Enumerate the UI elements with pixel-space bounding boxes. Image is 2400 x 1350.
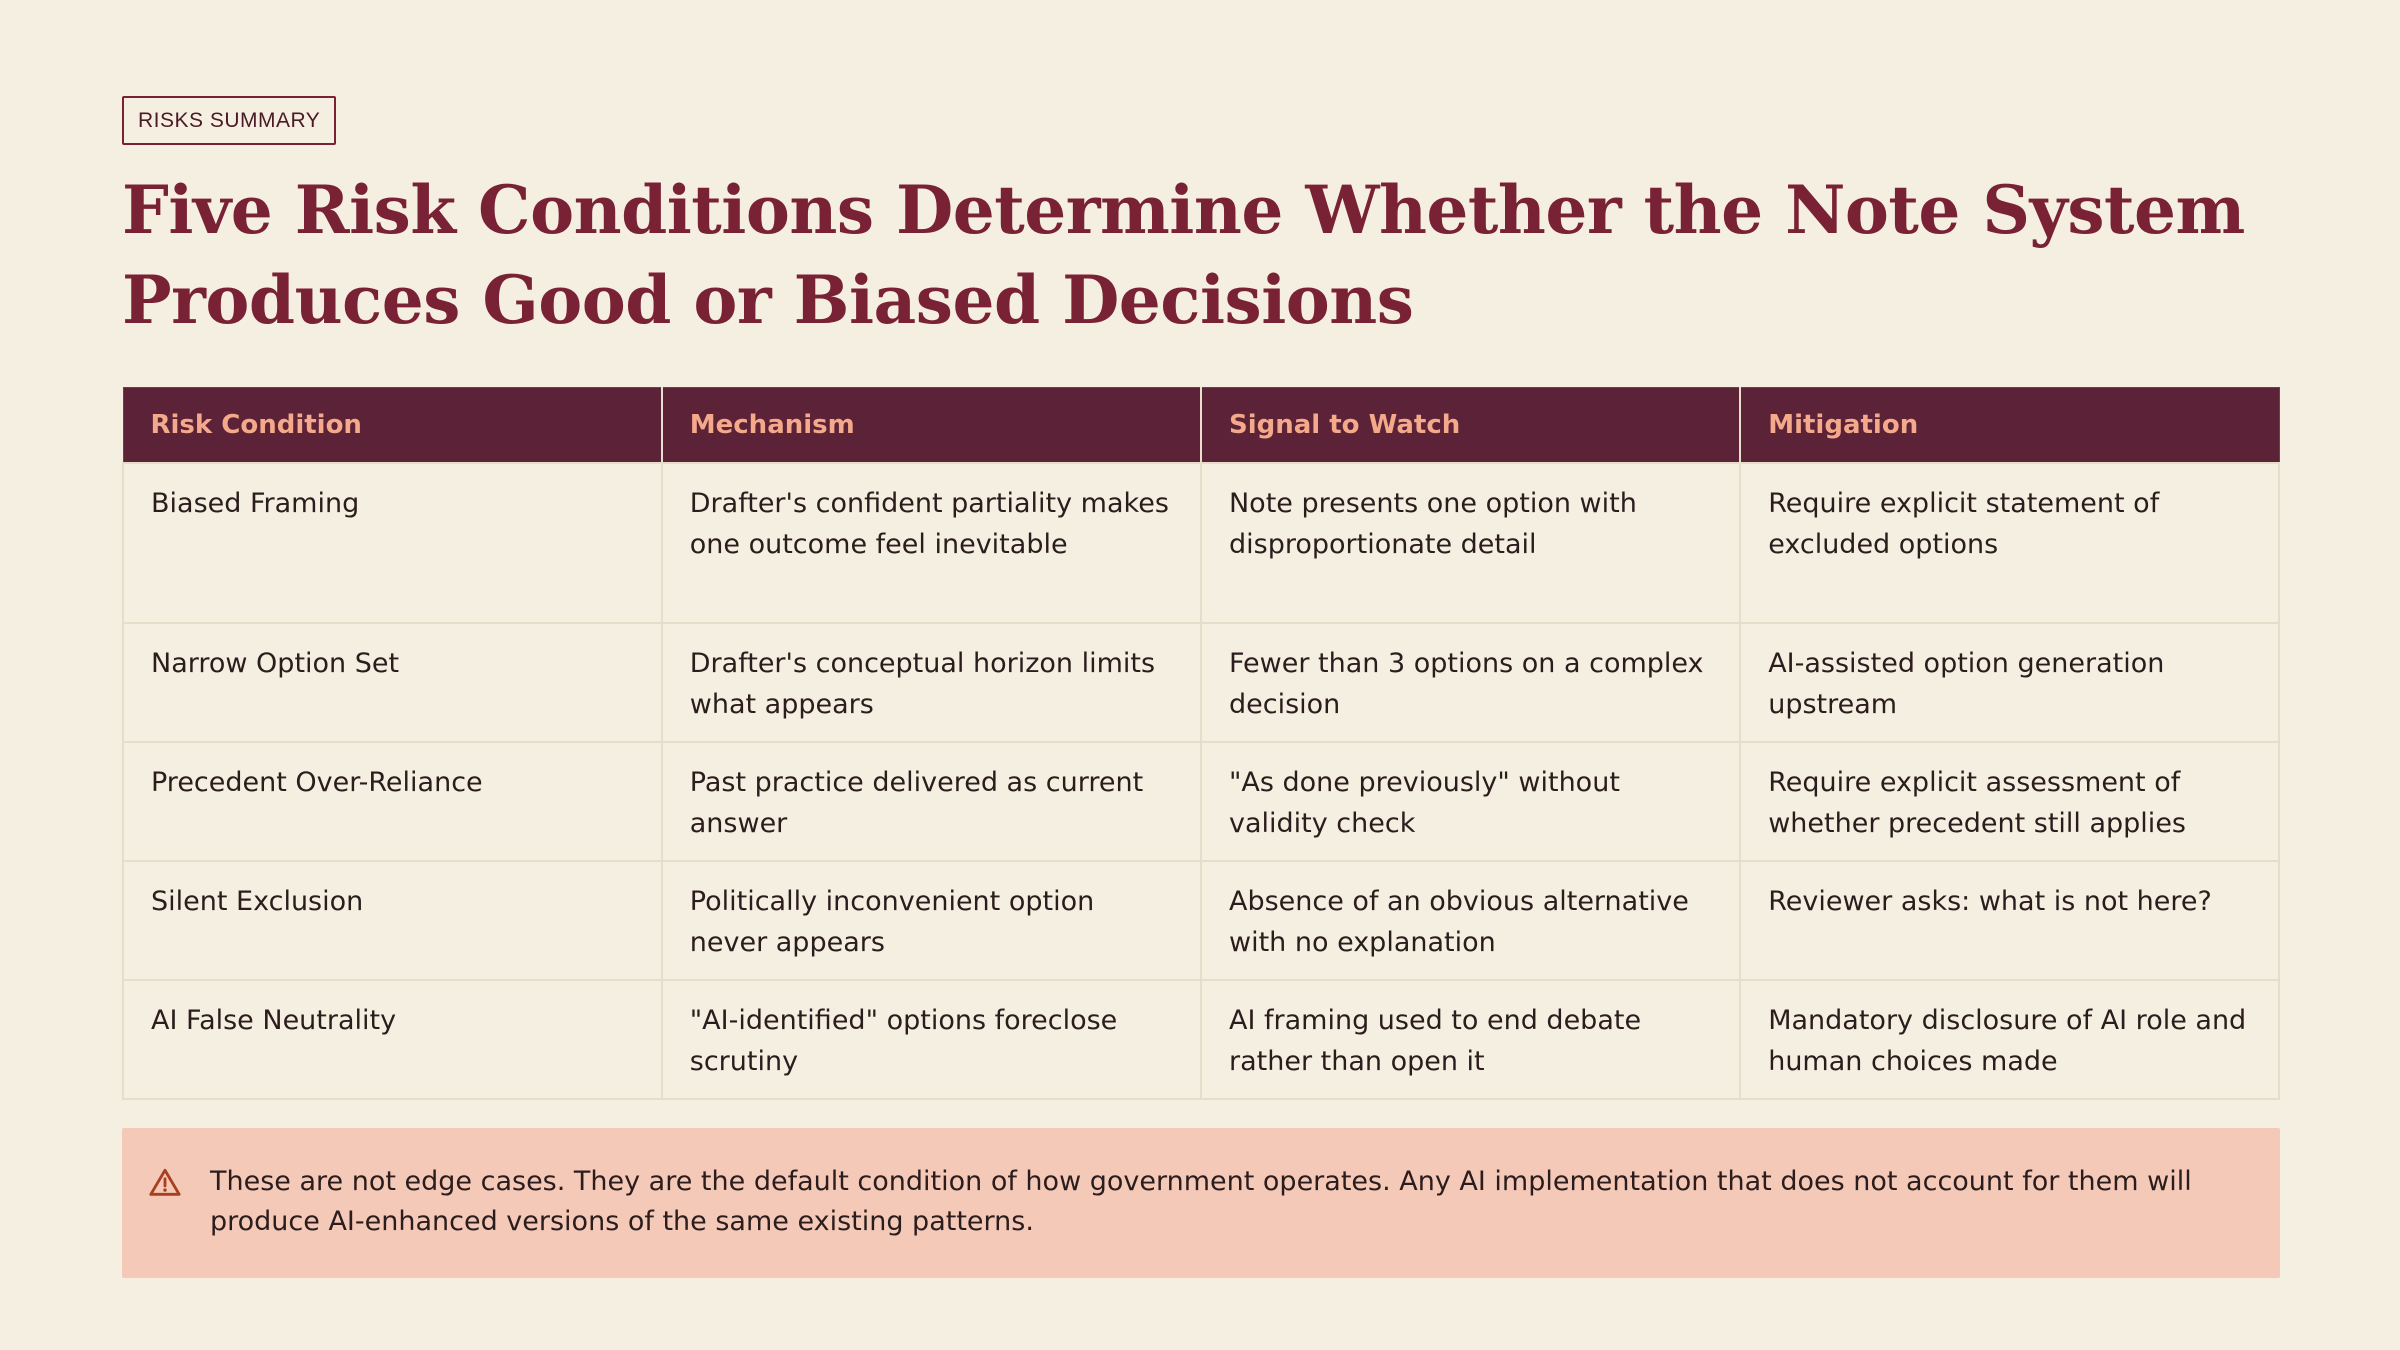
table-row: Silent Exclusion Politically inconvenien…	[122, 860, 2280, 981]
header-mechanism: Mechanism	[661, 387, 1202, 464]
header-risk-condition: Risk Condition	[122, 387, 663, 464]
cell-mitigation: Reviewer asks: what is not here?	[1739, 860, 2280, 981]
cell-mitigation: Require explicit statement of excluded o…	[1739, 462, 2280, 624]
warning-callout: These are not edge cases. They are the d…	[122, 1128, 2280, 1278]
cell-signal: AI framing used to end debate rather tha…	[1199, 979, 1742, 1100]
cell-mitigation: Require explicit assessment of whether p…	[1739, 741, 2280, 862]
table-row: Narrow Option Set Drafter's conceptual h…	[122, 622, 2280, 743]
warning-triangle-icon	[149, 1168, 181, 1196]
cell-mitigation: Mandatory disclosure of AI role and huma…	[1739, 979, 2280, 1100]
cell-mitigation: AI-assisted option generation upstream	[1739, 622, 2280, 743]
table-row: Biased Framing Drafter's confident parti…	[122, 462, 2280, 624]
table-header-row: Risk Condition Mechanism Signal to Watch…	[122, 387, 2280, 464]
cell-risk-condition: Biased Framing	[122, 462, 663, 624]
table-row: Precedent Over-Reliance Past practice de…	[122, 741, 2280, 862]
header-signal-to-watch: Signal to Watch	[1200, 387, 1742, 464]
page-title: Five Risk Conditions Determine Whether t…	[122, 171, 2245, 339]
cell-mechanism: Politically inconvenient option never ap…	[660, 860, 1202, 981]
cell-risk-condition: Narrow Option Set	[122, 622, 663, 743]
cell-signal: Note presents one option with disproport…	[1199, 462, 1742, 624]
cell-risk-condition: AI False Neutrality	[122, 979, 663, 1100]
section-tag: RISKS SUMMARY	[122, 96, 337, 145]
cell-signal: Absence of an obvious alternative with n…	[1199, 860, 1742, 981]
cell-mechanism: Drafter's conceptual horizon limits what…	[660, 622, 1202, 743]
cell-risk-condition: Silent Exclusion	[122, 860, 663, 981]
header-mitigation: Mitigation	[1739, 387, 2280, 464]
cell-signal: "As done previously" without validity ch…	[1199, 741, 1742, 862]
slide: RISKS SUMMARY Five Risk Conditions Deter…	[122, 96, 2280, 1278]
risk-table: Risk Condition Mechanism Signal to Watch…	[122, 387, 2280, 1100]
cell-risk-condition: Precedent Over-Reliance	[122, 741, 663, 862]
cell-signal: Fewer than 3 options on a complex decisi…	[1199, 622, 1742, 743]
callout-text: These are not edge cases. They are the d…	[210, 1166, 2192, 1237]
cell-mechanism: "AI-identified" options foreclose scruti…	[660, 979, 1202, 1100]
cell-mechanism: Drafter's confident partiality makes one…	[660, 462, 1202, 624]
table-row: AI False Neutrality "AI-identified" opti…	[122, 979, 2280, 1100]
cell-mechanism: Past practice delivered as current answe…	[660, 741, 1202, 862]
